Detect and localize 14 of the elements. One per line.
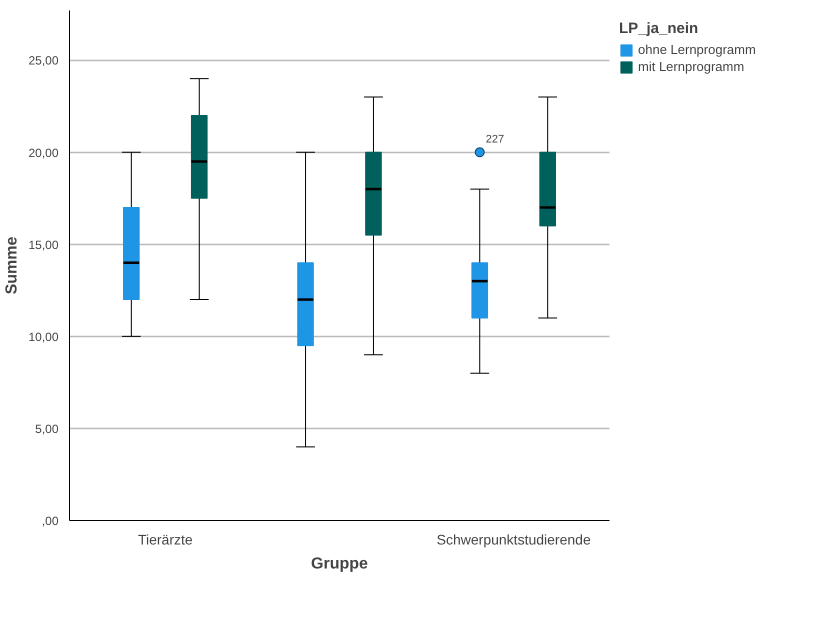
y-tick-label: 20,00: [28, 146, 59, 160]
y-tick-label: 5,00: [35, 422, 59, 436]
legend-label: mit Lernprogramm: [638, 59, 744, 74]
y-axis-title: Summe: [3, 236, 20, 294]
x-tick-label: Tierärzte: [138, 532, 193, 548]
y-tick-label: 25,00: [28, 54, 59, 68]
annotation: 227: [486, 133, 504, 146]
x-axis-title: Gruppe: [311, 556, 368, 572]
legend-label: ohne Lernprogramm: [638, 42, 756, 57]
y-tick-label: ,00: [42, 514, 59, 528]
x-tick-label: Schwerpunktstudierende: [436, 532, 591, 548]
legend-title: LP_ja_nein: [619, 20, 700, 37]
y-tick-label: 10,00: [28, 330, 59, 344]
y-tick-label: 15,00: [28, 238, 59, 252]
